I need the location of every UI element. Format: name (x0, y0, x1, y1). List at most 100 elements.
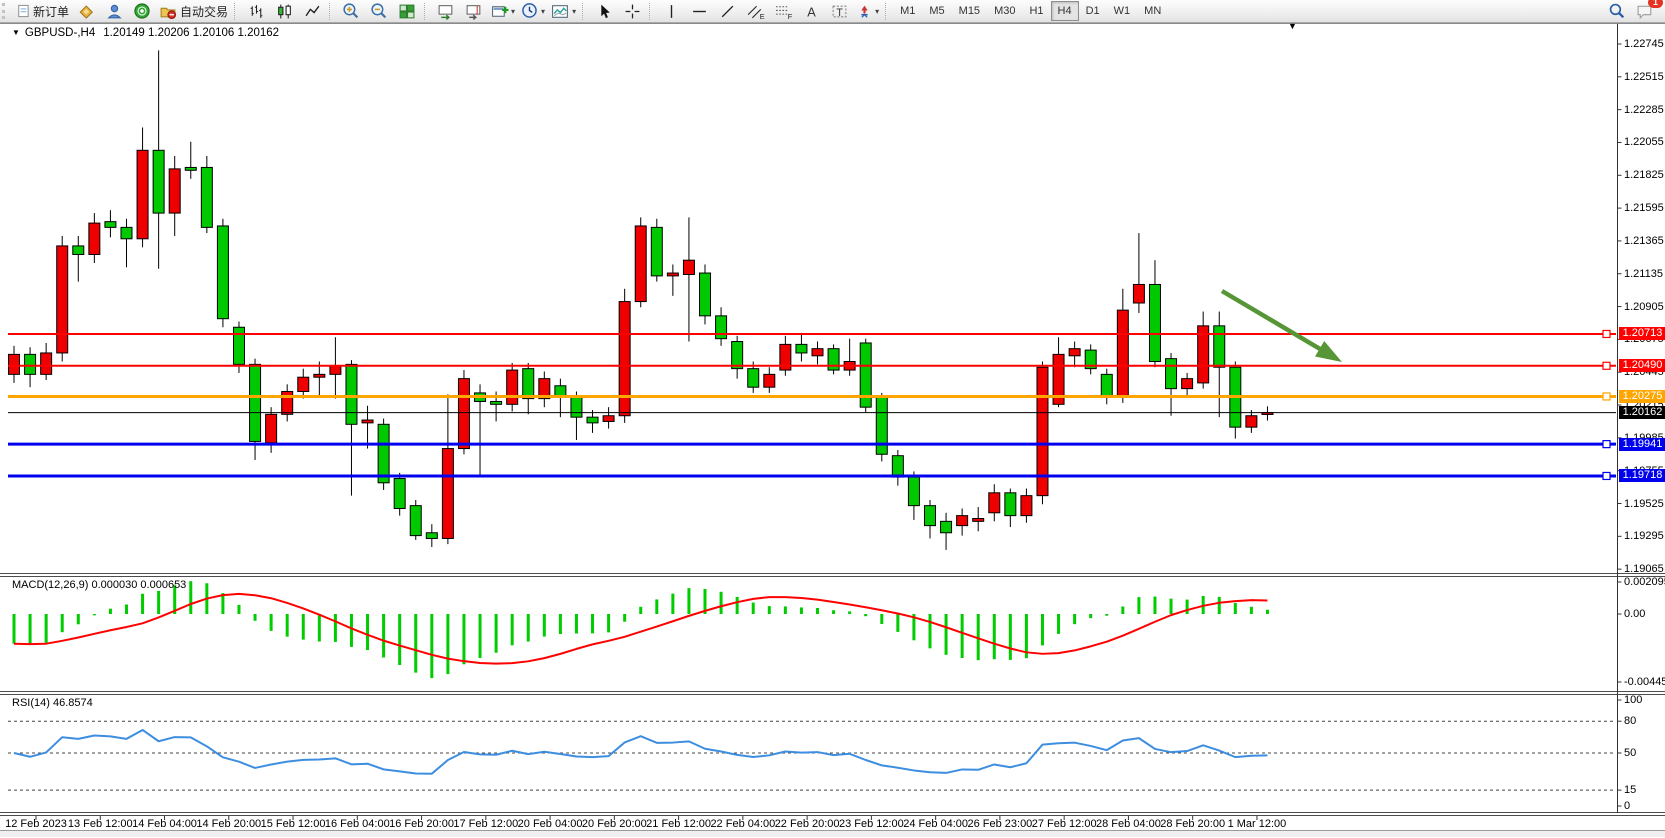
candle-body (764, 374, 775, 387)
notifications-button[interactable]: 1 (1631, 0, 1659, 22)
svg-text:A: A (807, 4, 816, 19)
tab-timeframe-m1[interactable]: M1 (893, 1, 922, 21)
chart-title-arrow-icon: ▼ (12, 28, 20, 37)
candle-body (908, 477, 919, 506)
vertical-line-tool-button[interactable] (657, 0, 685, 22)
line-handle (1603, 362, 1610, 369)
candle-body (828, 349, 839, 370)
candle-body (748, 369, 759, 388)
window-menu-arrow-icon[interactable]: ▼ (1288, 22, 1297, 31)
candle-body (169, 169, 180, 213)
candle-body (1246, 416, 1257, 427)
trendline-icon (719, 3, 736, 20)
chart-shift-button[interactable] (460, 0, 488, 22)
zoom-out-button[interactable] (365, 0, 393, 22)
autotrading-label: 自动交易 (180, 3, 228, 20)
signals-icon (133, 2, 151, 20)
candle-body (250, 364, 261, 441)
new-order-button[interactable]: 新订单 (12, 0, 72, 22)
period-clock-button[interactable]: ▾ (518, 0, 548, 22)
svg-text:T: T (836, 6, 843, 18)
profiles-button[interactable] (100, 0, 128, 22)
candle-body (410, 506, 421, 536)
candle-body (394, 479, 405, 509)
candle-body (137, 150, 148, 238)
trendline-tool-button[interactable] (713, 0, 741, 22)
bar-chart-icon (248, 3, 265, 20)
candle-body (796, 344, 807, 353)
cursor-tool-button[interactable] (590, 0, 618, 22)
new-chart-button[interactable]: ▾ (488, 0, 518, 22)
arrows-tool-button[interactable]: ▾ (853, 0, 882, 22)
notification-badge: 1 (1648, 0, 1663, 8)
new-order-icon (15, 3, 30, 19)
cursor-icon (596, 3, 613, 20)
candle-body (603, 416, 614, 422)
tab-timeframe-m5[interactable]: M5 (922, 1, 951, 21)
macd-indicator-label: MACD(12,26,9) 0.000030 0.000653 (12, 579, 186, 591)
candle-body (571, 397, 582, 417)
candlestick-chart-button[interactable] (270, 0, 298, 22)
line-chart-button[interactable] (298, 0, 326, 22)
autotrading-button[interactable]: 自动交易 (156, 0, 231, 22)
crosshair-tool-button[interactable] (618, 0, 646, 22)
candle-body (1182, 379, 1193, 389)
profiles-icon (106, 3, 123, 20)
toolbar-separator (649, 3, 654, 20)
tab-timeframe-h4[interactable]: H4 (1051, 1, 1079, 21)
tab-timeframe-mn[interactable]: MN (1137, 1, 1168, 21)
bar-chart-button[interactable] (242, 0, 270, 22)
tab-timeframe-d1[interactable]: D1 (1079, 1, 1107, 21)
tab-timeframe-h1[interactable]: H1 (1022, 1, 1050, 21)
fibonacci-tool-button[interactable]: F (769, 0, 797, 22)
tile-windows-button[interactable] (393, 0, 421, 22)
tile-windows-icon (398, 3, 416, 20)
toolbar-separator (885, 3, 890, 20)
text-tool-button[interactable]: A (797, 0, 825, 22)
line-handle (1603, 393, 1610, 400)
candle-body (298, 377, 309, 391)
horizontal-line-tool-button[interactable] (685, 0, 713, 22)
candle-body (105, 222, 116, 228)
signals-button[interactable] (128, 0, 156, 22)
candle-body (233, 327, 244, 364)
line-handle (1603, 441, 1610, 448)
candle-body (121, 227, 132, 238)
tab-timeframe-m15[interactable]: M15 (952, 1, 987, 21)
candle-body (941, 521, 952, 532)
dropdown-caret: ▾ (572, 7, 576, 16)
toolbar-separator (582, 3, 587, 20)
zoom-in-button[interactable] (337, 0, 365, 22)
svg-text:F: F (787, 11, 792, 19)
candle-body (362, 420, 373, 423)
candle-body (973, 518, 984, 521)
candle-body (1166, 359, 1177, 389)
candle-body (266, 414, 277, 443)
candle-body (587, 417, 598, 423)
search-button[interactable] (1603, 0, 1631, 22)
candle-body (89, 223, 100, 254)
candle-body (201, 167, 212, 227)
toolbar-grip[interactable] (2, 3, 9, 19)
line-chart-icon (304, 3, 321, 20)
templates-icon (551, 3, 570, 20)
equidistant-channel-tool-button[interactable]: E (741, 0, 769, 22)
candle-body (812, 349, 823, 356)
text-label-tool-button[interactable]: T (825, 0, 853, 22)
auto-scroll-button[interactable] (432, 0, 460, 22)
candle-body (25, 354, 36, 374)
trend-arrow-head (1315, 341, 1342, 362)
charts-button[interactable] (72, 0, 100, 22)
candle-body (619, 302, 630, 416)
dropdown-caret: ▾ (541, 7, 545, 16)
vertical-line-icon (663, 3, 680, 20)
candle-body (9, 354, 20, 374)
tab-timeframe-w1[interactable]: W1 (1107, 1, 1138, 21)
candle-body (282, 391, 293, 414)
auto-scroll-icon (437, 3, 455, 20)
candle-body (330, 366, 341, 375)
templates-button[interactable]: ▾ (548, 0, 579, 22)
tab-timeframe-m30[interactable]: M30 (987, 1, 1022, 21)
candle-body (667, 273, 678, 276)
chart-canvas[interactable] (0, 0, 1665, 837)
